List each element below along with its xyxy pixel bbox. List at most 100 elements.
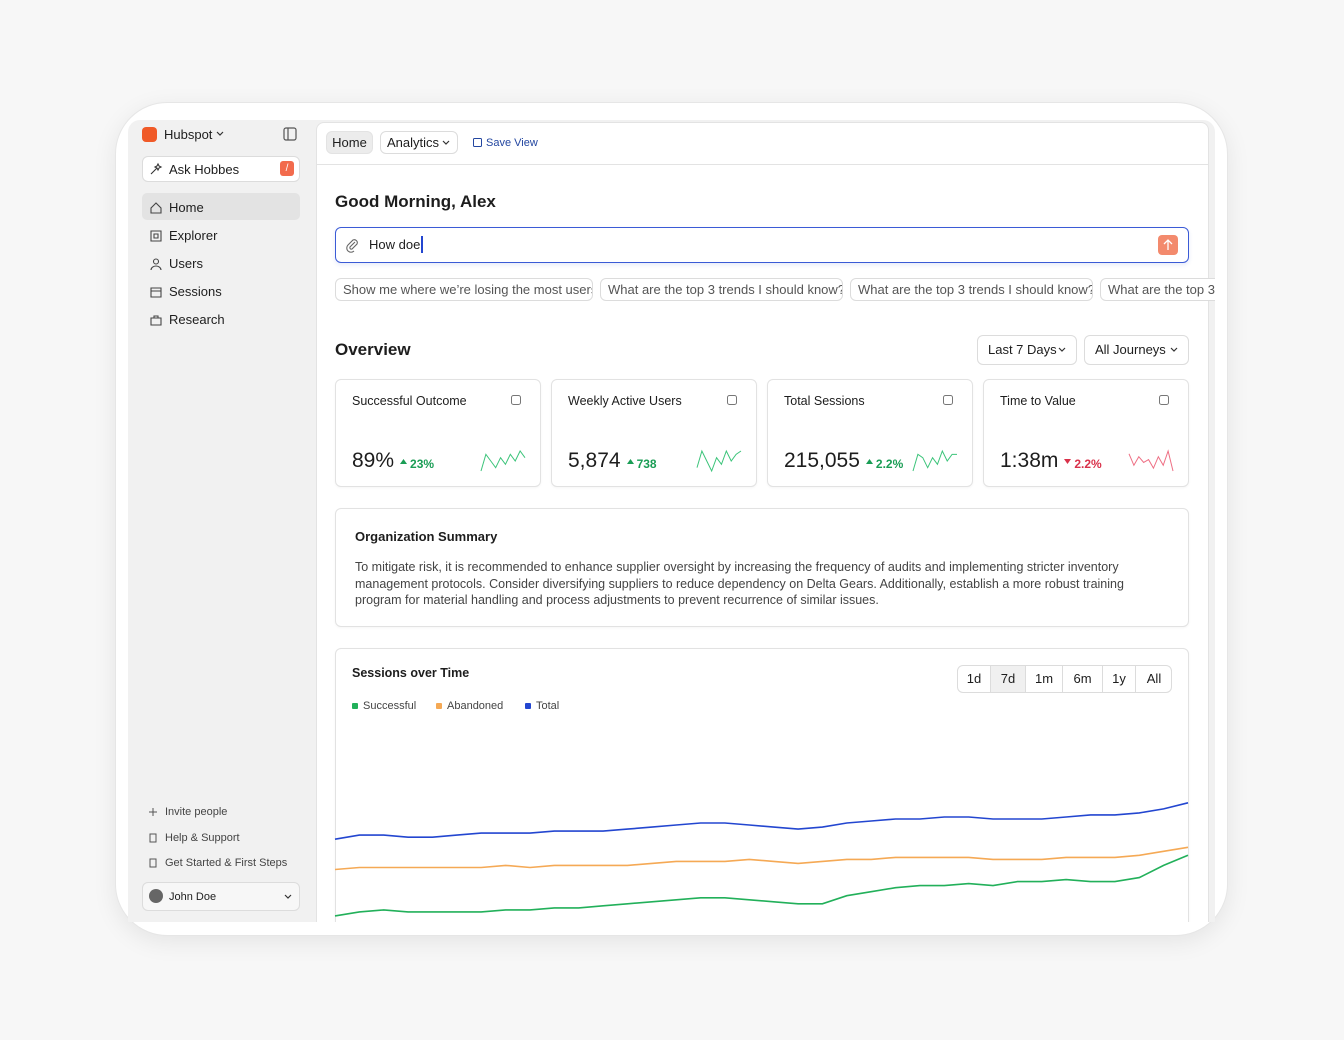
range-button[interactable]: 1d [958, 666, 991, 692]
trend-arrow [865, 459, 873, 464]
nav-item[interactable]: Home [169, 200, 204, 215]
sidebar-toggle[interactable] [283, 127, 297, 141]
footer-icon [149, 833, 157, 842]
save-view[interactable]: Save View [486, 137, 538, 149]
footer-link[interactable]: Get Started & First Steps [165, 857, 288, 869]
nav-icon [150, 258, 162, 271]
chevron [216, 131, 224, 136]
ask-label: Ask Hobbes [169, 161, 240, 177]
range-button[interactable]: All [1136, 666, 1172, 692]
kpi-delta: 738 [636, 457, 657, 471]
suggestion-text: What are the top 3 trends I should know? [858, 281, 1093, 297]
icon [150, 230, 162, 242]
footer-icon [149, 858, 157, 868]
nav-item[interactable]: Explorer [169, 228, 218, 243]
logo [142, 127, 157, 142]
workspace[interactable]: Hubspot [164, 127, 213, 142]
legend-label: Abandoned [447, 700, 504, 712]
icon [1159, 395, 1169, 405]
kpi-title: Total Sessions [784, 394, 865, 408]
range-group [957, 665, 1172, 693]
icon [149, 858, 157, 868]
nav-item[interactable]: Sessions [169, 284, 222, 299]
chevron [1058, 347, 1066, 352]
chevron [1170, 347, 1178, 352]
nav-item[interactable]: Research [169, 312, 225, 327]
icon [150, 287, 162, 298]
suggestion-chip[interactable]: Show me where we’re losing the most user… [335, 278, 593, 301]
nav-selected [142, 193, 300, 220]
nav-icon [150, 315, 162, 326]
kpi-card [767, 379, 973, 487]
legend-label: Total [536, 700, 560, 712]
nav-icon [150, 202, 162, 214]
legend-dot [525, 703, 531, 709]
kpi-title: Weekly Active Users [568, 394, 682, 408]
kpi-icon [943, 395, 953, 405]
trend-arrow [626, 459, 634, 464]
filter-dropdown[interactable]: All Journeys [1084, 335, 1189, 365]
sparkline-line [1128, 449, 1174, 472]
range-button[interactable]: 1y [1103, 666, 1136, 692]
nav-icon [150, 287, 162, 298]
chart-card [335, 648, 1189, 922]
range-label: 1m [1034, 671, 1054, 686]
legend-label: Successful [363, 700, 417, 712]
kpi-title: Successful Outcome [352, 394, 467, 408]
kpi-card [335, 379, 541, 487]
legend-dot [352, 703, 358, 709]
footer-link[interactable]: Help & Support [165, 831, 240, 844]
summary-card [335, 508, 1189, 627]
kpi-delta: 23% [410, 457, 435, 471]
kpi-value: 1:38m [1000, 449, 1059, 472]
suggestion-chip[interactable]: What are the top 3 trends I should know? [1100, 278, 1215, 301]
range-label: 1d [966, 671, 982, 686]
save-icon [473, 138, 482, 147]
chart-title: Sessions over Time [352, 666, 470, 680]
screen: Hubspot Ask Hobbes / John Doe Home Analy… [128, 120, 1215, 922]
arrow [400, 459, 408, 464]
suggestion-chip[interactable]: What are the top 3 trends I should know? [600, 278, 843, 301]
kpi-icon [1159, 395, 1169, 405]
trend-arrow [1064, 459, 1072, 464]
chevron [284, 894, 292, 899]
sparkline-line [912, 449, 957, 472]
ask-button[interactable]: Ask Hobbes [142, 156, 300, 182]
tab-analytics[interactable]: Analytics [380, 131, 458, 154]
arrow [626, 459, 634, 464]
range-button[interactable]: 6m [1063, 666, 1103, 692]
summary-text: To mitigate risk, it is recommended to e… [355, 560, 1124, 607]
kpi-card [983, 379, 1189, 487]
summary-title: Organization Summary [355, 529, 498, 544]
prompt-text: How doe [369, 237, 421, 252]
prompt-input[interactable] [335, 227, 1189, 263]
chart-plot [334, 802, 1189, 917]
sparkline [696, 449, 742, 473]
tab-home[interactable]: Home [326, 131, 373, 154]
nav-item[interactable]: Users [169, 256, 203, 271]
kpi-value: 89% [352, 449, 395, 472]
icon [149, 808, 157, 816]
suggestion-chip[interactable]: What are the top 3 trends I should know? [850, 278, 1093, 301]
range-button[interactable]: 7d [991, 666, 1026, 692]
sparkline-line [696, 449, 742, 473]
attach-icon[interactable] [345, 238, 359, 253]
divider [316, 164, 1209, 165]
user-menu[interactable]: John Doe [142, 882, 300, 911]
kpi-title: Time to Value [1000, 394, 1076, 408]
range-button[interactable]: 1m [1026, 666, 1063, 692]
range-label: All [1146, 671, 1162, 686]
icon [150, 315, 162, 326]
tab-label: Home [332, 135, 367, 150]
kpi-icon [511, 395, 521, 405]
footer-link[interactable]: Invite people [165, 806, 228, 818]
series-line [334, 846, 1189, 871]
arrow [1064, 459, 1072, 464]
icon [150, 202, 162, 214]
nav-icon [150, 230, 162, 242]
arrow [865, 459, 873, 464]
icon [1170, 347, 1178, 352]
icon [943, 395, 953, 405]
tab-label: Analytics [387, 135, 440, 150]
